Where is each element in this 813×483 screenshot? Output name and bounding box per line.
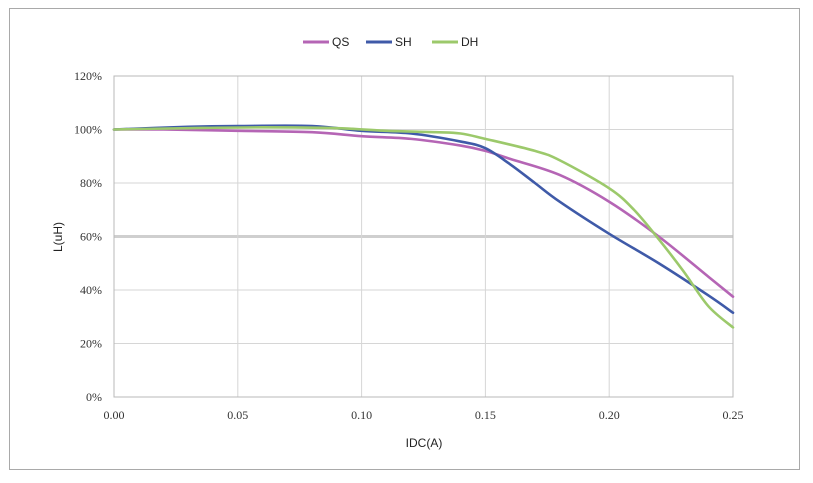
y-tick-label: 120% bbox=[74, 69, 102, 83]
gridlines bbox=[114, 76, 733, 397]
x-axis-title: IDC(A) bbox=[406, 436, 443, 450]
legend-label-sh: SH bbox=[395, 35, 412, 49]
x-axis-ticks: 0.00 0.05 0.10 0.15 0.20 0.25 bbox=[104, 408, 744, 422]
x-tick-label: 0.20 bbox=[599, 408, 620, 422]
x-tick-label: 0.00 bbox=[104, 408, 125, 422]
plot-area bbox=[113, 75, 734, 398]
chart-frame bbox=[9, 8, 800, 470]
series-line-sh bbox=[112, 124, 735, 315]
x-tick-label: 0.15 bbox=[475, 408, 496, 422]
series-lines bbox=[112, 124, 735, 329]
x-tick-label: 0.25 bbox=[723, 408, 744, 422]
x-tick-label: 0.10 bbox=[351, 408, 372, 422]
y-tick-label: 0% bbox=[86, 390, 102, 404]
legend: QS SH DH bbox=[303, 35, 478, 49]
legend-label-dh: DH bbox=[461, 35, 478, 49]
plot-border bbox=[113, 75, 734, 398]
y-tick-label: 100% bbox=[74, 123, 102, 137]
legend-label-qs: QS bbox=[332, 35, 349, 49]
series-line-dh bbox=[112, 126, 735, 329]
y-tick-label: 60% bbox=[80, 230, 102, 244]
y-tick-label: 40% bbox=[80, 283, 102, 297]
x-tick-label: 0.05 bbox=[227, 408, 248, 422]
y-tick-label: 80% bbox=[80, 176, 102, 190]
series-line-qs bbox=[112, 128, 735, 298]
y-axis-title: L(uH) bbox=[51, 222, 65, 252]
y-axis-ticks: 0% 20% 40% 60% 80% 100% 120% bbox=[74, 69, 102, 404]
y-tick-label: 20% bbox=[80, 337, 102, 351]
